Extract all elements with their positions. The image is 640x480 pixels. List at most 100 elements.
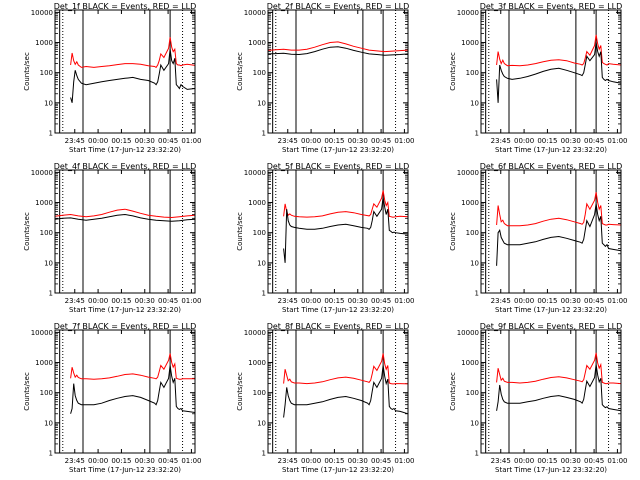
x-tick-label: 01:00: [394, 297, 414, 305]
y-tick-label: 1000: [35, 39, 53, 47]
x-axis-label: Start Time (17-Jun-12 23:32:20): [495, 146, 607, 154]
y-tick-label: 10000: [244, 329, 266, 337]
x-tick-label: 00:15: [111, 297, 131, 305]
x-tick-label: 00:45: [584, 457, 604, 465]
y-tick-label: 1: [262, 290, 266, 298]
y-axis-label: Counts/sec: [449, 372, 457, 411]
y-tick-label: 10000: [457, 9, 479, 17]
y-tick-label: 1: [475, 290, 479, 298]
plot-frame: [267, 329, 409, 454]
y-tick-label: 1: [262, 450, 266, 458]
y-tick-label: 10: [470, 99, 479, 107]
x-tick-label: 01:00: [181, 457, 201, 465]
plot-frame: [480, 169, 622, 294]
series-lld-line: [283, 190, 409, 218]
y-tick-label: 1: [49, 450, 53, 458]
y-tick-label: 10000: [244, 169, 266, 177]
series-lld-line: [267, 41, 409, 53]
y-tick-label: 100: [253, 389, 266, 397]
y-tick-label: 1000: [35, 199, 53, 207]
y-tick-label: 1: [49, 130, 53, 138]
x-tick-label: 00:45: [371, 457, 391, 465]
panel-2: Det_2f BLACK = Events, RED = LLD Counts/s…: [236, 2, 415, 154]
x-tick-label: 00:15: [537, 297, 557, 305]
series-events-line: [283, 197, 409, 263]
y-tick-label: 10: [44, 99, 53, 107]
series-lld-line: [70, 37, 196, 69]
plot-frame: [267, 9, 409, 134]
x-tick-label: 00:30: [135, 137, 155, 145]
y-tick-label: 1000: [248, 199, 266, 207]
x-tick-label: 00:00: [88, 297, 108, 305]
y-tick-label: 10000: [31, 169, 53, 177]
series-lld-line: [496, 352, 622, 385]
x-tick-label: 00:45: [584, 297, 604, 305]
y-tick-label: 10: [257, 259, 266, 267]
y-tick-label: 10000: [457, 169, 479, 177]
y-axis-label: Counts/sec: [236, 52, 244, 91]
x-tick-label: 23:45: [491, 137, 511, 145]
series-events-line: [70, 365, 196, 414]
x-tick-label: 00:45: [158, 457, 178, 465]
x-tick-label: 00:45: [158, 297, 178, 305]
x-tick-label: 00:15: [537, 457, 557, 465]
panel-3: Det_3f BLACK = Events, RED = LLD Counts/s…: [449, 2, 628, 154]
y-tick-label: 100: [466, 389, 479, 397]
x-tick-label: 23:45: [65, 457, 85, 465]
series-events-line: [70, 49, 196, 103]
y-tick-label: 10: [470, 419, 479, 427]
x-axis-label: Start Time (17-Jun-12 23:32:20): [69, 146, 181, 154]
x-tick-label: 23:45: [278, 297, 298, 305]
y-axis-label: Counts/sec: [236, 212, 244, 251]
x-tick-label: 01:00: [181, 297, 201, 305]
y-tick-label: 1: [475, 130, 479, 138]
y-tick-label: 10000: [244, 9, 266, 17]
series-events-line: [54, 213, 196, 222]
y-tick-label: 1: [262, 130, 266, 138]
plot-frame: [480, 329, 622, 454]
x-tick-label: 01:00: [394, 457, 414, 465]
x-tick-label: 00:00: [88, 137, 108, 145]
x-tick-label: 00:30: [561, 297, 581, 305]
y-tick-label: 100: [40, 69, 53, 77]
y-tick-label: 1000: [461, 359, 479, 367]
y-tick-label: 10: [257, 99, 266, 107]
x-tick-label: 00:45: [584, 137, 604, 145]
y-tick-label: 100: [40, 229, 53, 237]
y-tick-label: 1000: [248, 359, 266, 367]
x-tick-label: 00:00: [514, 297, 534, 305]
y-tick-label: 10000: [457, 329, 479, 337]
series-lld-line: [70, 353, 195, 380]
y-tick-label: 100: [253, 69, 266, 77]
x-axis-label: Start Time (17-Jun-12 23:32:20): [282, 306, 394, 314]
panel-1: Det_1f BLACK = Events, RED = LLD Counts/s…: [23, 2, 202, 154]
panel-title: Det_7f BLACK = Events, RED = LLD: [54, 322, 197, 331]
series-events-line: [496, 42, 622, 103]
y-axis-label: Counts/sec: [23, 52, 31, 91]
x-tick-label: 01:00: [394, 137, 414, 145]
x-tick-label: 00:00: [88, 457, 108, 465]
y-tick-label: 10000: [31, 9, 53, 17]
plot-frame: [480, 9, 622, 134]
panel-title: Det_6f BLACK = Events, RED = LLD: [480, 162, 623, 171]
x-tick-label: 23:45: [65, 297, 85, 305]
y-tick-label: 1: [475, 450, 479, 458]
y-tick-label: 1: [49, 290, 53, 298]
x-tick-label: 00:30: [348, 457, 368, 465]
x-tick-label: 00:30: [348, 137, 368, 145]
y-axis-label: Counts/sec: [236, 372, 244, 411]
x-tick-label: 00:00: [301, 137, 321, 145]
y-tick-label: 10: [257, 419, 266, 427]
y-tick-label: 100: [253, 229, 266, 237]
y-axis-label: Counts/sec: [449, 212, 457, 251]
y-tick-label: 1000: [248, 39, 266, 47]
x-tick-label: 00:30: [348, 297, 368, 305]
x-tick-label: 00:45: [371, 297, 391, 305]
plot-frame: [54, 9, 196, 134]
series-events-line: [283, 365, 409, 418]
y-tick-label: 1000: [461, 39, 479, 47]
y-tick-label: 1000: [461, 199, 479, 207]
y-tick-label: 10: [470, 259, 479, 267]
panel-title: Det_9f BLACK = Events, RED = LLD: [480, 322, 623, 331]
x-tick-label: 00:30: [561, 457, 581, 465]
